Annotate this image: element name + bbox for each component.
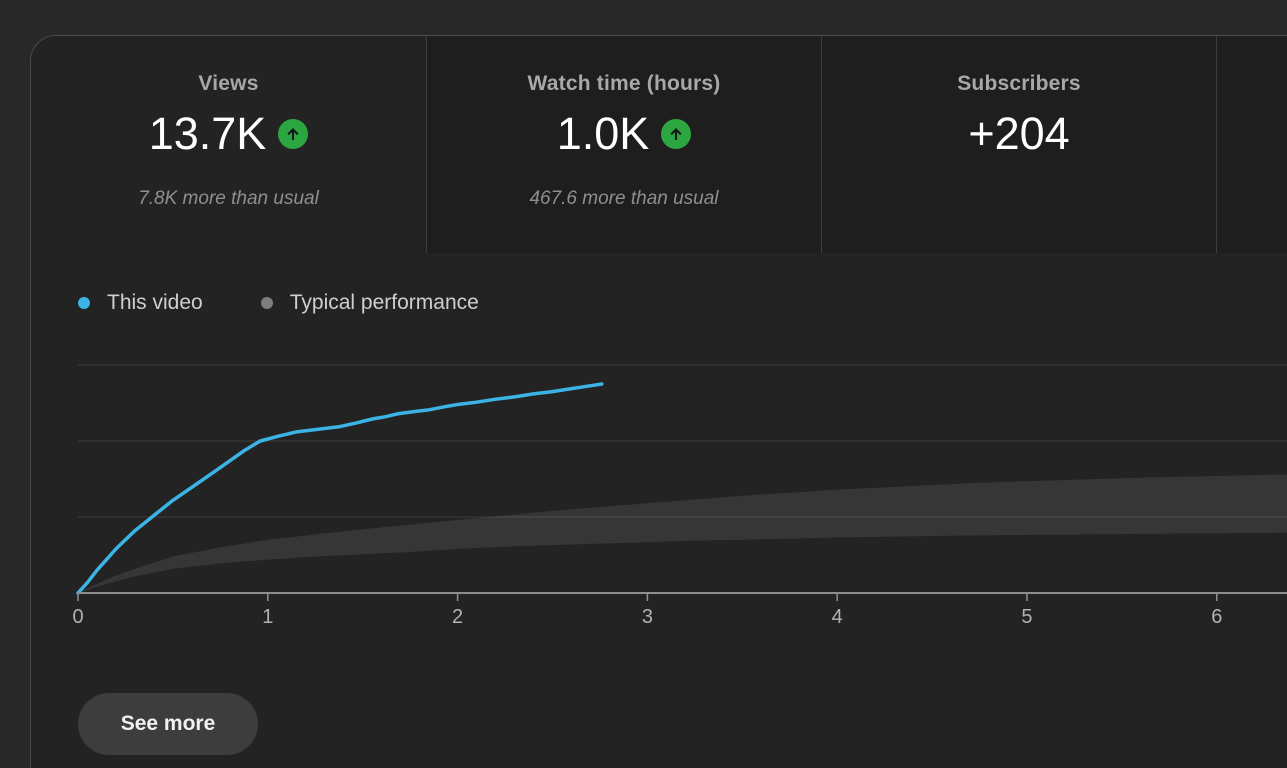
- tab-subscribers[interactable]: Subscribers +204: [821, 36, 1216, 253]
- tab-views[interactable]: Views 13.7K 7.8K more than usual: [31, 36, 426, 253]
- x-tick-label: 4: [831, 606, 843, 628]
- metric-value: +204: [968, 108, 1070, 159]
- legend-label: Typical performance: [289, 291, 479, 314]
- x-tick-label: 2: [452, 606, 464, 628]
- tab-partial[interactable]: [1216, 36, 1287, 253]
- trend-up-icon: [661, 119, 692, 149]
- x-tick-label: 0: [72, 606, 84, 628]
- x-tick-label: 6: [1211, 606, 1223, 628]
- metric-value-row: +204: [968, 108, 1069, 160]
- typical-performance-dot-icon: [260, 297, 273, 309]
- tab-watch-time[interactable]: Watch time (hours) 1.0K 467.6 more than …: [426, 36, 821, 253]
- x-axis-labels: 0 1 2 3 4 5 6: [72, 606, 1287, 634]
- metric-delta: 7.8K more than usual: [138, 188, 319, 209]
- analytics-card: Views 13.7K 7.8K more than usual Watch t…: [30, 35, 1287, 768]
- metric-label: Subscribers: [957, 72, 1081, 95]
- performance-chart[interactable]: [76, 360, 1287, 605]
- trend-up-icon: [278, 119, 309, 149]
- metric-label: Watch time (hours): [527, 72, 721, 95]
- legend-item-typical-performance[interactable]: Typical performance: [260, 291, 479, 315]
- legend-item-this-video[interactable]: This video: [78, 291, 203, 315]
- metric-value-row: 13.7K: [149, 108, 309, 160]
- metric-delta: 467.6 more than usual: [529, 188, 719, 209]
- chart-legend: This video Typical performance: [78, 291, 479, 315]
- x-tick-label: 1: [262, 606, 274, 628]
- metric-value: 13.7K: [148, 108, 267, 159]
- metric-label: Views: [198, 72, 259, 95]
- this-video-dot-icon: [78, 297, 90, 309]
- metric-value-row: 1.0K: [557, 108, 692, 160]
- see-more-button[interactable]: See more: [78, 693, 258, 755]
- metric-tabs: Views 13.7K 7.8K more than usual Watch t…: [31, 36, 1287, 253]
- metric-value: 1.0K: [556, 108, 650, 159]
- x-tick-label: 5: [1021, 606, 1033, 628]
- x-tick-label: 3: [641, 606, 653, 628]
- legend-label: This video: [107, 291, 203, 314]
